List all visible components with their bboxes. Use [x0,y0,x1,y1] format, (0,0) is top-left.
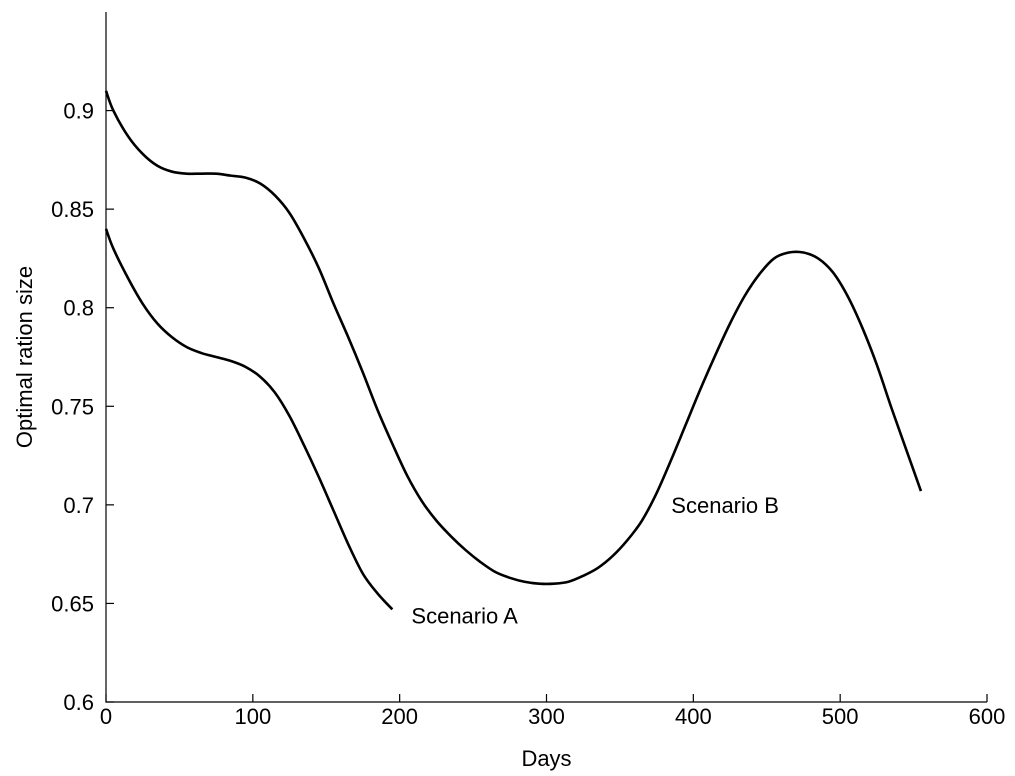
y-tick-label: 0.65 [51,591,94,616]
tick-labels: 0 100 200 300 400 500 600 0.6 0.65 0.7 0.75 0.8 0.85… [51,99,1005,729]
x-tick-label: 100 [234,704,271,729]
x-tick-label: 0 [100,704,112,729]
series-line-0 [104,228,394,611]
x-tick-label: 300 [528,704,565,729]
y-tick-label: 0.7 [63,493,94,518]
y-axis-label: Optimal ration size [12,266,37,448]
x-axis-label: Days [521,746,571,771]
x-tick-label: 500 [822,704,859,729]
y-tick-label: 0.9 [63,99,94,124]
series-layer [104,90,923,611]
x-tick-label: 200 [381,704,418,729]
y-tick-label: 0.6 [63,690,94,715]
x-tick-label: 600 [969,704,1006,729]
y-tick-label: 0.8 [63,296,94,321]
series-annotation: Scenario B [671,493,779,518]
y-tick-label: 0.85 [51,197,94,222]
axes [105,12,987,703]
x-tick-label: 400 [675,704,712,729]
series-line-1 [104,90,923,586]
ticks [105,109,988,703]
annotations: Scenario A Scenario B [411,493,779,628]
y-tick-label: 0.75 [51,394,94,419]
series-annotation: Scenario A [411,603,518,628]
